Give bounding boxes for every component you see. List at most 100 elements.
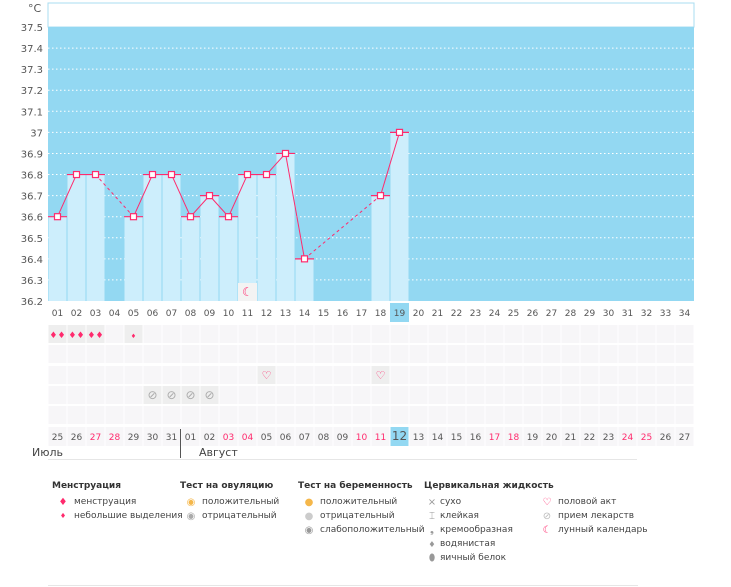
- symptom-cell: [675, 386, 694, 404]
- symptom-cell: [143, 345, 162, 363]
- symptom-cell: [428, 366, 447, 384]
- symptom-cell: [257, 386, 276, 404]
- cycle-day-label: 05: [128, 309, 139, 319]
- symptom-cell: [162, 325, 181, 343]
- symptom-cell: [276, 325, 295, 343]
- menstruation-drops-icon: ♦: [58, 496, 68, 508]
- symptom-cell: [637, 386, 656, 404]
- legend-item: прием лекарств: [558, 511, 635, 521]
- y-tick-label: 37.2: [21, 86, 43, 97]
- moon-icon: ☾: [242, 285, 253, 299]
- symptom-cell: [276, 366, 295, 384]
- date-label: 18: [508, 433, 520, 443]
- cycle-day-label: 07: [166, 309, 177, 319]
- cycle-day-label: 32: [641, 309, 652, 319]
- y-tick-label: 37.4: [21, 44, 43, 55]
- symptom-cell: [200, 325, 219, 343]
- symptom-cell: [105, 406, 124, 424]
- symptom-cell: [618, 406, 637, 424]
- legend-item: сухо: [440, 497, 462, 507]
- date-cell: [295, 427, 314, 446]
- date-label: 25: [52, 433, 63, 443]
- temperature-bar: [219, 216, 238, 301]
- date-cell: [257, 427, 276, 446]
- symptom-cell: [86, 345, 105, 363]
- menstruation-icon: ♦♦: [68, 331, 84, 341]
- symptom-cell: [333, 325, 352, 343]
- cycle-day-label: 11: [242, 309, 253, 319]
- symptom-cell: [390, 406, 409, 424]
- symptom-cell: [637, 366, 656, 384]
- symptom-cell: [352, 345, 371, 363]
- symptom-cell: [637, 345, 656, 363]
- y-tick-label: 36.2: [21, 297, 43, 308]
- symptom-cell: [48, 345, 67, 363]
- symptom-cell: [314, 366, 333, 384]
- cycle-day-label: 29: [584, 309, 596, 319]
- symptom-cell: [504, 325, 523, 343]
- moon-cell: [238, 283, 257, 301]
- symptom-cell: [580, 325, 599, 343]
- cycle-day-label: 06: [147, 309, 159, 319]
- month-label-july: Июль: [32, 446, 64, 459]
- symptom-cell: [523, 386, 542, 404]
- symptom-cell-filled: [143, 386, 162, 404]
- date-cell: [409, 427, 428, 446]
- symptom-cell: [618, 386, 637, 404]
- temperature-bar: [86, 174, 105, 301]
- symptom-cell: [200, 366, 219, 384]
- temperature-bar: [295, 258, 314, 301]
- date-cell: [485, 427, 504, 446]
- date-cell: [143, 427, 162, 446]
- symptom-cell: [561, 325, 580, 343]
- symptom-cell: [257, 325, 276, 343]
- symptom-cell: [162, 345, 181, 363]
- cycle-day-label: 26: [527, 309, 539, 319]
- symptom-cell: [238, 366, 257, 384]
- symptom-cell: [561, 386, 580, 404]
- symptom-cell: [656, 406, 675, 424]
- y-tick-label: 37: [30, 128, 43, 139]
- symptom-cell-filled: [200, 386, 219, 404]
- symptom-cell: [48, 366, 67, 384]
- symptom-cell: [219, 386, 238, 404]
- temperature-point: [243, 170, 252, 179]
- date-cell: [466, 427, 485, 446]
- symptom-cell: [580, 406, 599, 424]
- cycle-day-label: 16: [337, 309, 349, 319]
- symptom-cell: [257, 345, 276, 363]
- symptom-cell: [485, 386, 504, 404]
- date-cell: [656, 427, 675, 446]
- creamy-icon: ❟: [430, 524, 434, 536]
- legend-item: отрицательный: [202, 511, 277, 521]
- y-tick-label: 36.5: [21, 234, 43, 245]
- legend-item: яичный белок: [440, 553, 507, 563]
- watery-icon: ♦: [428, 539, 436, 549]
- temperature-point: [72, 170, 81, 179]
- symptom-cell: [124, 366, 143, 384]
- symptom-cell: [143, 366, 162, 384]
- symptom-cell: [618, 366, 637, 384]
- symptom-cell: [162, 366, 181, 384]
- heart-icon: ♡: [542, 496, 552, 508]
- today-highlight: [390, 303, 409, 322]
- date-label: 08: [318, 433, 330, 443]
- date-cell: [86, 427, 105, 446]
- symptom-cell: [181, 325, 200, 343]
- cycle-day-label: 30: [603, 309, 615, 319]
- symptom-cell: [371, 406, 390, 424]
- symptom-cell-filled: [181, 386, 200, 404]
- legend-item: менструация: [74, 497, 137, 507]
- symptom-cell: [618, 345, 637, 363]
- symptom-cell: [181, 345, 200, 363]
- symptom-cell: [447, 325, 466, 343]
- y-tick-label: 36.9: [21, 149, 43, 160]
- legend-item: слабоположительный: [320, 525, 425, 535]
- bbt-chart: °C 36.2 36.3 36.4 36.5 36.6 36.7 36.8 36.9 37 37.1…: [21, 2, 695, 460]
- symptom-cell: [504, 406, 523, 424]
- symptom-cell: [352, 386, 371, 404]
- temperature-bar: [67, 174, 86, 301]
- temperature-point: [91, 170, 100, 179]
- cycle-day-label: 14: [299, 309, 311, 319]
- date-cell: [542, 427, 561, 446]
